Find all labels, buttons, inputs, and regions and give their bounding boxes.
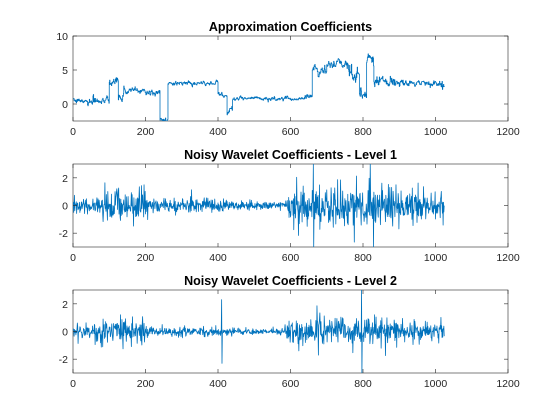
x-tick-label: 200 (137, 378, 155, 390)
series-line (73, 290, 445, 373)
x-tick-label: 600 (282, 378, 300, 390)
x-tick-label: 600 (282, 126, 300, 138)
x-tick-label: 1000 (424, 378, 448, 390)
y-tick-label: 2 (62, 299, 68, 311)
chart-panel-1: 0 200 400 600 800 1000 1200 0 5 10 Approximation C… (56, 20, 520, 138)
x-tick-label: 200 (137, 126, 155, 138)
x-tick-label: 1000 (424, 126, 448, 138)
series-line (73, 53, 445, 121)
x-tick-label: 1200 (496, 252, 520, 264)
y-tick-label: -2 (59, 354, 68, 366)
x-tick-label: 400 (209, 126, 227, 138)
y-tick-label: 10 (56, 31, 68, 43)
chart-title: Noisy Wavelet Coefficients - Level 2 (184, 274, 397, 288)
chart-title: Noisy Wavelet Coefficients - Level 1 (184, 148, 397, 162)
x-tick-label: 200 (137, 252, 155, 264)
y-tick-label: 5 (62, 65, 68, 77)
x-tick-label: 400 (209, 378, 227, 390)
y-tick-label: 0 (62, 99, 68, 111)
x-tick-label: 1200 (496, 126, 520, 138)
x-tick-label: 800 (354, 252, 372, 264)
chart-title: Approximation Coefficients (209, 20, 372, 34)
x-tick-label: 0 (70, 126, 76, 138)
x-tick-label: 800 (354, 378, 372, 390)
y-tick-label: 2 (62, 173, 68, 185)
x-tick-label: 400 (209, 252, 227, 264)
x-tick-label: 800 (354, 126, 372, 138)
y-tick-label: -2 (59, 228, 68, 240)
x-tick-label: 600 (282, 252, 300, 264)
x-tick-label: 1000 (424, 252, 448, 264)
y-tick-label: 0 (62, 327, 68, 339)
y-tick-label: 0 (62, 201, 68, 213)
series-line (73, 164, 445, 247)
plot-area (72, 35, 509, 122)
x-tick-label: 0 (70, 378, 76, 390)
x-tick-label: 1200 (496, 378, 520, 390)
x-tick-label: 0 (70, 252, 76, 264)
